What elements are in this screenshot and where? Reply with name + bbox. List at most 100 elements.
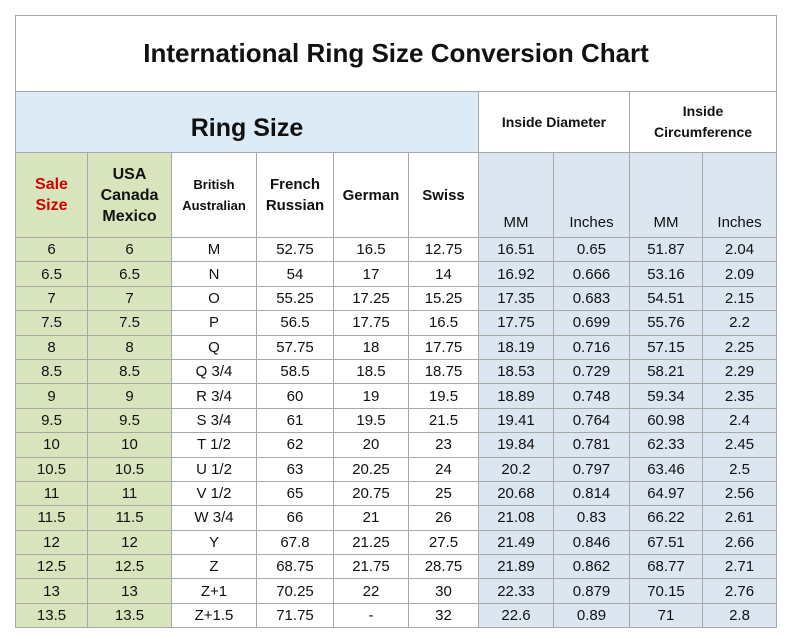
- french-size-cell: 62: [256, 432, 334, 458]
- british-size-cell: W 3/4: [171, 505, 257, 531]
- german-size-cell: 20.75: [333, 480, 409, 507]
- usa-size-cell: 7.5: [87, 310, 172, 336]
- german-size-cell: 21.25: [333, 529, 409, 556]
- british-size-cell: Z+1.5: [171, 602, 257, 629]
- sale-size-cell: 9.5: [15, 407, 88, 434]
- usa-size-cell: 8: [87, 334, 172, 360]
- british-size-cell: S 3/4: [171, 407, 257, 434]
- circumference-inches-cell: 2.76: [701, 578, 778, 604]
- circumference-mm-cell: 59.34: [629, 383, 703, 409]
- chart-title: International Ring Size Conversion Chart: [14, 15, 778, 92]
- swiss-size-cell: 32: [408, 602, 479, 629]
- circumference-inches-cell: 2.4: [701, 407, 778, 434]
- sale-size-cell: 9: [15, 383, 88, 409]
- column-header-row: Sale Size USA Canada Mexico British Aust…: [15, 152, 778, 238]
- diameter-mm-cell: 17.75: [478, 310, 554, 336]
- diameter-inches-cell: 0.797: [553, 456, 630, 482]
- diameter-inches-cell: 0.862: [553, 554, 630, 580]
- circumference-inches-cell: 2.61: [701, 505, 778, 531]
- usa-size-cell: 6.5: [87, 261, 172, 287]
- table-row: 13 13 Z+1 70.25 22 30 22.33 0.879 70.15 2.76: [15, 578, 778, 604]
- inside-circumference-line-2: Circumference: [654, 124, 753, 140]
- diameter-mm-cell: 21.08: [478, 505, 554, 531]
- german-header: German: [333, 152, 409, 238]
- circumference-inches-cell: 2.71: [701, 554, 778, 580]
- inside-diameter-group-header: Inside Diameter: [478, 91, 630, 153]
- circumference-mm-cell: 62.33: [629, 432, 703, 458]
- table-row: 9.5 9.5 S 3/4 61 19.5 21.5 19.41 0.764 60.98 2.4: [15, 407, 778, 434]
- diameter-mm-cell: 18.19: [478, 334, 554, 360]
- diameter-mm-cell: 20.68: [478, 480, 554, 507]
- french-russian-header: French Russian: [256, 152, 334, 238]
- diameter-inches-cell: 0.781: [553, 432, 630, 458]
- british-size-cell: T 1/2: [171, 432, 257, 458]
- table-row: 11 11 V 1/2 65 20.75 25 20.68 0.814 64.97 2.56: [15, 480, 778, 507]
- french-size-cell: 58.5: [256, 358, 334, 385]
- french-header-line-1: French: [269, 176, 320, 193]
- sale-size-cell: 8: [15, 334, 88, 360]
- diameter-mm-cell: 20.2: [478, 456, 554, 482]
- circumference-mm-cell: 53.16: [629, 261, 703, 287]
- french-size-cell: 54: [256, 261, 334, 287]
- sale-header-line-2: Size: [35, 197, 68, 214]
- swiss-size-cell: 23: [408, 432, 479, 458]
- circumference-mm-cell: 67.51: [629, 529, 703, 556]
- ring-size-group-header: Ring Size: [15, 91, 479, 153]
- sale-size-header: Sale Size: [15, 152, 88, 238]
- table-row: 12 12 Y 67.8 21.25 27.5 21.49 0.846 67.51 2.66: [15, 529, 778, 556]
- sale-size-cell: 13.5: [15, 602, 88, 629]
- german-size-cell: 21: [333, 505, 409, 531]
- british-size-cell: Q 3/4: [171, 358, 257, 385]
- table-row: 12.5 12.5 Z 68.75 21.75 28.75 21.89 0.862 68.77 2…: [15, 554, 778, 580]
- german-size-cell: 19: [333, 383, 409, 409]
- table-row: 8 8 Q 57.75 18 17.75 18.19 0.716 57.15 2.25: [15, 334, 778, 360]
- sale-size-cell: 10: [15, 432, 88, 458]
- french-size-cell: 63: [256, 456, 334, 482]
- diameter-mm-cell: 21.89: [478, 554, 554, 580]
- diameter-inches-cell: 0.748: [553, 383, 630, 409]
- circumference-inches-cell: 2.04: [701, 236, 778, 263]
- diameter-inches-cell: 0.729: [553, 358, 630, 385]
- german-size-cell: 20: [333, 432, 409, 458]
- swiss-size-cell: 25: [408, 480, 479, 507]
- british-australian-header: British Australian: [171, 152, 257, 238]
- swiss-size-cell: 27.5: [408, 529, 479, 556]
- diameter-inches-cell: 0.89: [553, 602, 630, 629]
- ring-size-table: International Ring Size Conversion Chart…: [14, 15, 778, 629]
- german-size-cell: 22: [333, 578, 409, 604]
- circumference-mm-cell: 54.51: [629, 285, 703, 312]
- french-size-cell: 61: [256, 407, 334, 434]
- inside-circumference-line-1: Inside: [682, 103, 724, 119]
- circumference-mm-cell: 51.87: [629, 236, 703, 263]
- swiss-header: Swiss: [408, 152, 479, 238]
- circumference-mm-cell: 58.21: [629, 358, 703, 385]
- group-header-row: Ring Size Inside Diameter Inside Circumf…: [15, 91, 778, 153]
- usa-size-cell: 12.5: [87, 554, 172, 580]
- french-size-cell: 57.75: [256, 334, 334, 360]
- diameter-inches-cell: 0.666: [553, 261, 630, 287]
- french-size-cell: 71.75: [256, 602, 334, 629]
- sale-size-cell: 8.5: [15, 358, 88, 385]
- table-row: 6 6 M 52.75 16.5 12.75 16.51 0.65 51.87 2.04: [15, 236, 778, 263]
- table-row: 6.5 6.5 N 54 17 14 16.92 0.666 53.16 2.09: [15, 261, 778, 287]
- sale-size-cell: 7: [15, 285, 88, 312]
- french-size-cell: 70.25: [256, 578, 334, 604]
- swiss-size-cell: 19.5: [408, 383, 479, 409]
- usa-size-cell: 9: [87, 383, 172, 409]
- usa-size-cell: 7: [87, 285, 172, 312]
- diameter-mm-cell: 18.89: [478, 383, 554, 409]
- table-row: 8.5 8.5 Q 3/4 58.5 18.5 18.75 18.53 0.729 58.21 2…: [15, 358, 778, 385]
- british-size-cell: R 3/4: [171, 383, 257, 409]
- sale-size-cell: 11.5: [15, 505, 88, 531]
- sale-size-cell: 12: [15, 529, 88, 556]
- british-size-cell: N: [171, 261, 257, 287]
- circumference-inches-cell: 2.8: [701, 602, 778, 629]
- swiss-size-cell: 12.75: [408, 236, 479, 263]
- german-size-cell: 20.25: [333, 456, 409, 482]
- sale-size-cell: 13: [15, 578, 88, 604]
- german-size-cell: 17: [333, 261, 409, 287]
- german-size-cell: 17.75: [333, 310, 409, 336]
- circumference-mm-cell: 64.97: [629, 480, 703, 507]
- circumference-inches-cell: 2.2: [701, 310, 778, 336]
- german-size-cell: 17.25: [333, 285, 409, 312]
